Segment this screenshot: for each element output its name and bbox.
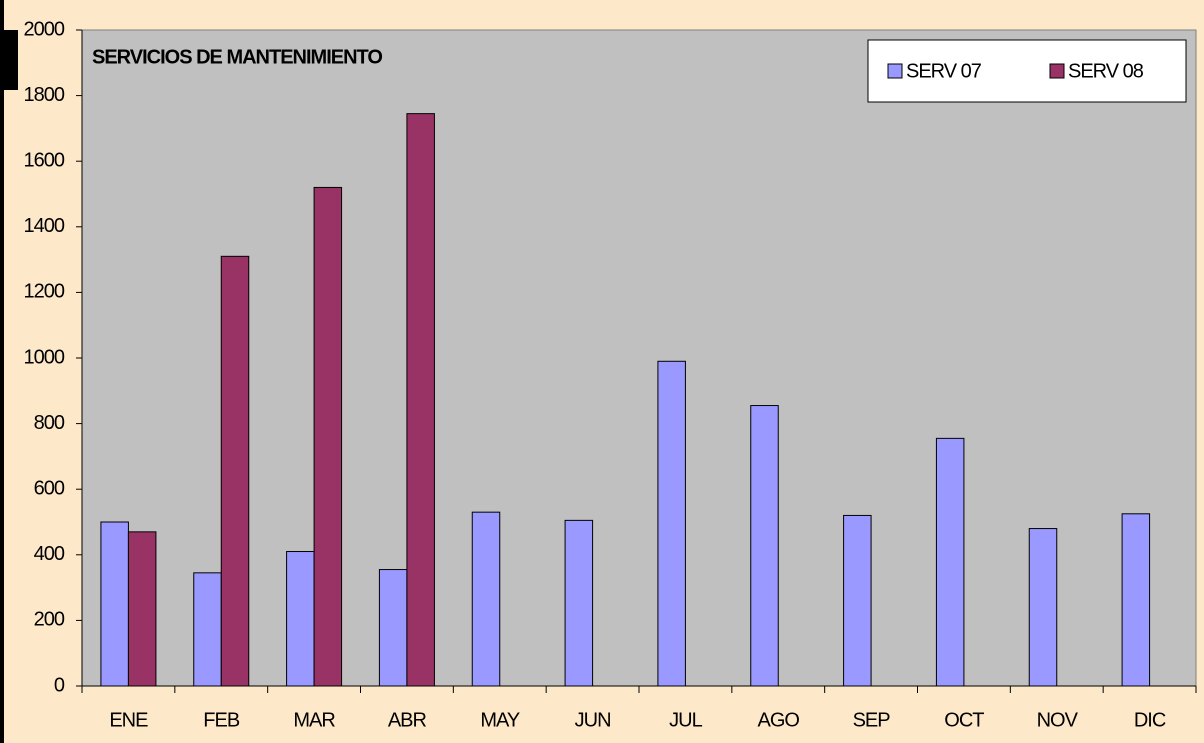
x-tick-label: OCT bbox=[944, 709, 984, 731]
bar bbox=[193, 572, 222, 687]
bar bbox=[471, 511, 501, 687]
y-tick-label: 1600 bbox=[24, 149, 65, 171]
bar bbox=[286, 551, 315, 687]
legend-swatch bbox=[1049, 63, 1065, 79]
bar bbox=[313, 186, 343, 687]
legend bbox=[867, 39, 1187, 103]
bar bbox=[843, 514, 872, 687]
x-tick-label: AGO bbox=[758, 709, 800, 731]
bar bbox=[564, 519, 594, 687]
x-tick-label: MAR bbox=[293, 709, 335, 731]
x-tick-label: SEP bbox=[853, 709, 891, 731]
bar bbox=[406, 113, 435, 687]
legend-swatch bbox=[887, 63, 903, 79]
bar bbox=[100, 521, 129, 687]
bar bbox=[220, 255, 250, 687]
x-tick-label: NOV bbox=[1037, 709, 1079, 731]
y-tick-label: 400 bbox=[34, 543, 65, 565]
edge-block bbox=[0, 30, 18, 90]
y-tick-label: 2000 bbox=[24, 18, 65, 40]
x-tick-label: JUN bbox=[575, 709, 611, 731]
chart-title: SERVICIOS DE MANTENIMIENTO bbox=[92, 46, 382, 68]
y-tick-label: 1000 bbox=[24, 346, 65, 368]
x-tick-label: DIC bbox=[1134, 709, 1166, 731]
bar bbox=[657, 360, 686, 687]
bar bbox=[1028, 528, 1058, 687]
bar bbox=[935, 437, 965, 687]
y-tick-label: 1400 bbox=[24, 215, 65, 237]
y-tick-label: 0 bbox=[54, 674, 65, 696]
y-tick-label: 800 bbox=[34, 412, 65, 434]
legend-label: SERV 07 bbox=[906, 60, 982, 82]
legend-label: SERV 08 bbox=[1068, 60, 1144, 82]
x-tick-label: ABR bbox=[388, 709, 427, 731]
bar bbox=[378, 569, 408, 687]
bar bbox=[1121, 513, 1151, 687]
x-tick-label: JUL bbox=[669, 709, 702, 731]
left-edge bbox=[0, 0, 4, 743]
y-tick-label: 600 bbox=[34, 477, 65, 499]
y-tick-label: 200 bbox=[34, 609, 65, 631]
y-tick-label: 1200 bbox=[24, 281, 65, 303]
bar bbox=[750, 405, 779, 687]
x-tick-label: ENE bbox=[109, 709, 148, 731]
x-tick-label: MAY bbox=[480, 709, 520, 731]
y-tick-label: 1800 bbox=[24, 84, 65, 106]
bar bbox=[127, 531, 157, 687]
plot-area bbox=[81, 29, 1197, 687]
x-tick-label: FEB bbox=[203, 709, 240, 731]
